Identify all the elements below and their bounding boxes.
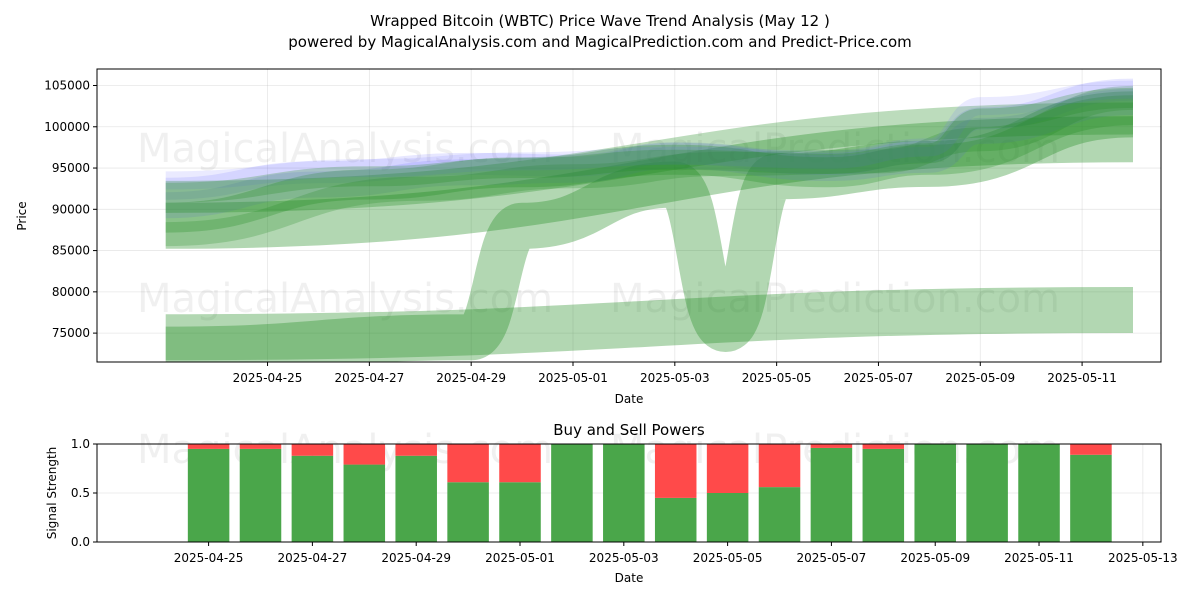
- buy-bar: [551, 444, 593, 542]
- watermark-analysis: MagicalAnalysis.com: [137, 276, 553, 322]
- sell-bar: [862, 444, 905, 449]
- buy-bar: [447, 482, 489, 542]
- price-x-tick-label: 2025-05-11: [1047, 371, 1117, 385]
- price-wave-band: [165, 89, 1134, 219]
- price-wave-band: [165, 91, 1134, 362]
- price-x-tick-label: 2025-04-25: [233, 371, 303, 385]
- price-wave-band: [165, 87, 1134, 203]
- buy-bar: [343, 464, 386, 542]
- price-x-tick-label: 2025-04-29: [436, 371, 506, 385]
- sell-bar: [499, 444, 541, 483]
- price-wave-band: [165, 78, 1134, 200]
- price-waves: [165, 78, 1134, 362]
- price-watermarks: MagicalAnalysis.com MagicalPrediction.co…: [137, 126, 1060, 322]
- sell-bar: [758, 444, 801, 488]
- buy-bar: [1070, 454, 1112, 542]
- signal-x-tick-label: 2025-04-25: [174, 551, 244, 565]
- buy-bar: [603, 444, 645, 542]
- sell-bar: [187, 444, 230, 449]
- sell-bar: [810, 444, 853, 448]
- price-y-tick-label: 80000: [52, 285, 90, 299]
- signal-x-tick-label: 2025-05-09: [900, 551, 970, 565]
- signal-x-tick-label: 2025-05-07: [797, 551, 867, 565]
- signal-x-tick-label: 2025-05-01: [485, 551, 555, 565]
- signal-x-tick-label: 2025-05-13: [1108, 551, 1178, 565]
- price-x-tick-label: 2025-04-27: [334, 371, 404, 385]
- buy-bar: [862, 448, 905, 542]
- buy-bar: [914, 444, 956, 542]
- buy-bar: [966, 444, 1008, 542]
- price-wave-band: [165, 80, 1134, 190]
- buy-bar: [758, 487, 801, 542]
- signal-y-tick-label: 1.0: [71, 437, 90, 451]
- price-wave-band: [165, 116, 1134, 249]
- price-grid: [97, 69, 1161, 362]
- signal-bars: [187, 444, 1112, 542]
- sell-bar: [654, 444, 697, 498]
- price-x-ticks: 2025-04-25 2025-04-27 2025-04-29 2025-05-01…: [233, 362, 1117, 385]
- buy-bar: [810, 447, 853, 542]
- price-y-tick-label: 90000: [52, 202, 90, 216]
- price-wave-band: [165, 102, 1134, 213]
- signal-y-tick-label: 0.5: [71, 486, 90, 500]
- signal-x-axis-label: Date: [615, 571, 644, 585]
- price-y-ticks: 75000 80000 85000 90000 95000 100000 105000: [44, 79, 97, 340]
- buy-bar: [499, 482, 541, 542]
- price-wave-band: [165, 287, 1134, 361]
- watermark-prediction: MagicalPrediction.com: [610, 276, 1060, 322]
- buy-sell-panel: Buy and Sell Powers MagicalAnalysis.com …: [45, 421, 1178, 585]
- buy-sell-title: Buy and Sell Powers: [553, 421, 705, 439]
- buy-bar: [395, 455, 437, 542]
- price-y-tick-label: 105000: [44, 79, 90, 93]
- signal-x-tick-label: 2025-05-05: [693, 551, 763, 565]
- chart-title: Wrapped Bitcoin (WBTC) Price Wave Trend …: [370, 12, 830, 30]
- price-wave-band: [165, 95, 1134, 233]
- signal-x-tick-label: 2025-05-03: [589, 551, 659, 565]
- sell-bar: [291, 444, 334, 456]
- price-x-tick-label: 2025-05-05: [742, 371, 812, 385]
- sell-bar: [706, 444, 749, 493]
- sell-bar: [239, 444, 282, 449]
- price-x-tick-label: 2025-05-03: [640, 371, 710, 385]
- price-x-tick-label: 2025-05-09: [945, 371, 1015, 385]
- sell-bar: [343, 444, 386, 465]
- signal-x-tick-label: 2025-04-27: [278, 551, 348, 565]
- price-x-tick-label: 2025-05-07: [844, 371, 914, 385]
- buy-bar: [239, 448, 282, 542]
- price-wave-band: [165, 85, 1134, 247]
- price-x-tick-label: 2025-05-01: [538, 371, 608, 385]
- price-y-tick-label: 95000: [52, 161, 90, 175]
- chart-subtitle: powered by MagicalAnalysis.com and Magic…: [288, 33, 912, 51]
- buy-bar: [187, 448, 230, 542]
- buy-bar: [291, 455, 334, 542]
- sell-bar: [395, 444, 437, 456]
- signal-y-axis-label: Signal Strength: [45, 447, 59, 540]
- sell-bar: [447, 444, 489, 483]
- price-x-axis-label: Date: [615, 392, 644, 406]
- buy-bar: [706, 493, 749, 542]
- watermark-analysis: MagicalAnalysis.com: [137, 126, 553, 172]
- signal-x-tick-label: 2025-04-29: [381, 551, 451, 565]
- price-y-tick-label: 75000: [52, 326, 90, 340]
- price-y-tick-label: 85000: [52, 244, 90, 258]
- signal-x-ticks: 2025-04-25 2025-04-27 2025-04-29 2025-05-01…: [174, 542, 1178, 565]
- signal-y-ticks: 0.0 0.5 1.0: [71, 437, 97, 549]
- price-y-axis-label: Price: [15, 201, 29, 230]
- buy-bar: [1018, 444, 1060, 542]
- price-wave-panel: MagicalAnalysis.com MagicalPrediction.co…: [15, 68, 1162, 406]
- sell-bar: [1070, 444, 1112, 455]
- price-plot-frame: [96, 68, 1162, 363]
- signal-x-tick-label: 2025-05-11: [1004, 551, 1074, 565]
- watermark-prediction: MagicalPrediction.com: [610, 126, 1060, 172]
- buy-bar: [654, 497, 697, 542]
- price-y-tick-label: 100000: [44, 120, 90, 134]
- signal-y-tick-label: 0.0: [71, 535, 90, 549]
